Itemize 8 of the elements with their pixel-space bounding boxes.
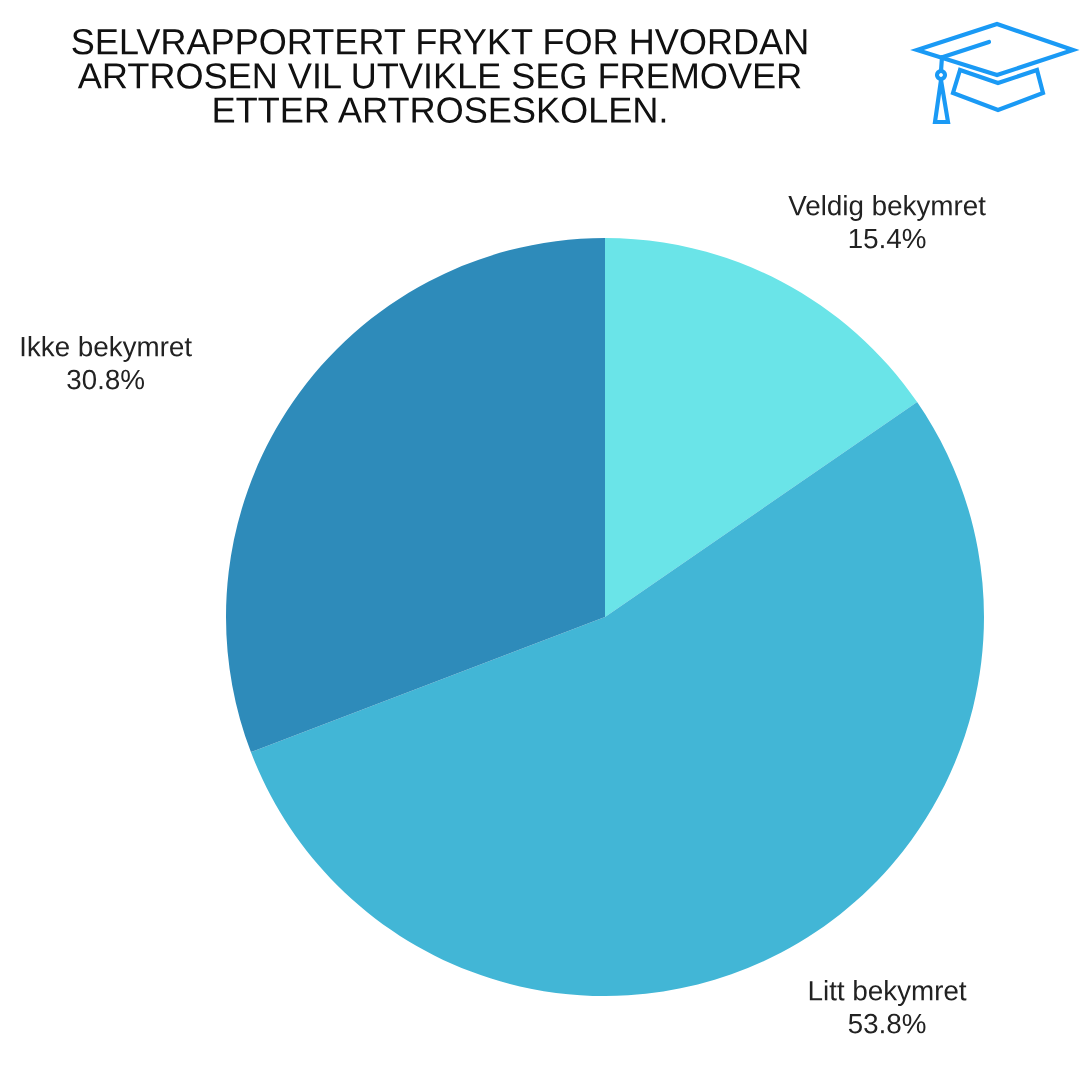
chart-title: SELVRAPPORTERT FRYKT FOR HVORDAN ARTROSEN VIL UTVIKLE SEG FREMOVER ETTER ARTROSESKOLEN. (72, 28, 807, 123)
slice-label: Ikke bekymret (21, 336, 192, 362)
data-label: 30.8% (67, 369, 145, 390)
slice-label: Veldig bekymret (788, 195, 986, 221)
pie-slice (226, 238, 605, 753)
data-label: 15.4% (849, 228, 926, 249)
slice-label: Litt bekymret (809, 980, 967, 1007)
data-label: 53.8% (848, 1013, 926, 1034)
